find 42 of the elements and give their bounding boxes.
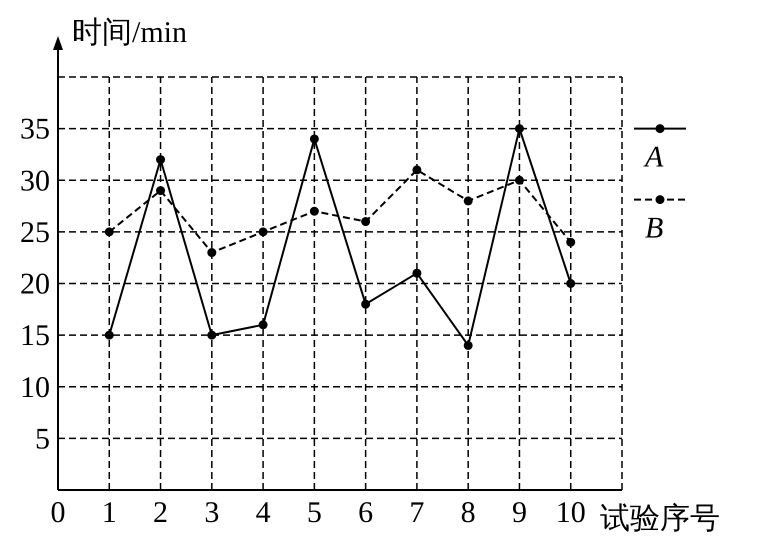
point (412, 268, 422, 278)
point (156, 155, 166, 164)
point (104, 227, 114, 236)
x-tick-label: 1 (102, 496, 117, 529)
x-tick-label: 0 (50, 496, 66, 529)
x-tick-label: 7 (409, 496, 424, 529)
y-tick-label: 10 (20, 370, 50, 404)
legend-label: B (645, 212, 664, 245)
x-tick-label: 4 (256, 496, 271, 529)
x-tick-label: 10 (556, 496, 586, 529)
point (310, 134, 319, 144)
y-tick-label: 35 (20, 112, 50, 146)
x-tick-label: 5 (306, 496, 322, 529)
point (566, 279, 576, 288)
y-tick-label: 5 (35, 422, 50, 456)
x-tick-label: 2 (153, 496, 168, 529)
point (104, 330, 114, 340)
point (258, 227, 268, 236)
x-tick-label: 6 (358, 496, 374, 529)
x-tick-label: 8 (460, 496, 476, 529)
point (207, 330, 216, 340)
point (361, 300, 370, 309)
legend-label: A (643, 140, 664, 174)
y-tick-label: 30 (20, 164, 50, 198)
x-tick-label: 9 (512, 496, 527, 529)
y-tick-label: 25 (20, 216, 50, 249)
point (156, 186, 166, 196)
point (412, 165, 422, 174)
point (310, 206, 319, 216)
x-axis-title: 试验序号 (600, 502, 720, 535)
x-tick-label: 3 (204, 496, 220, 529)
point (566, 238, 576, 247)
point (514, 176, 524, 185)
point (258, 320, 268, 330)
point (464, 196, 473, 206)
y-axis-title: 时间/min (72, 16, 188, 49)
point (207, 248, 216, 258)
y-tick-label: 20 (20, 268, 50, 300)
point (361, 217, 370, 226)
point (514, 124, 524, 134)
point (464, 340, 473, 350)
y-tick-label: 15 (20, 319, 50, 352)
